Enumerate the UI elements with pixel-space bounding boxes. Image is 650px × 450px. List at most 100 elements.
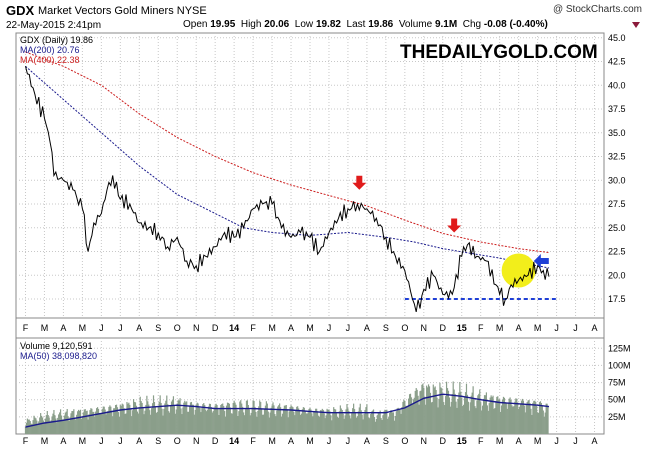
volume-bar [323,413,325,434]
volume-bar [203,403,205,434]
volume-bar [102,406,104,434]
volume-bar [541,405,543,434]
volume-bar [298,410,301,434]
volume-bar [379,410,381,434]
volume-bar [237,415,239,434]
volume-bar [474,406,476,434]
volume-bar [547,406,549,434]
volume-bar [103,406,105,434]
volume-bar [537,412,540,434]
volume-bar [168,411,170,434]
volume-bar [494,407,496,434]
volume-bar [59,412,61,434]
volume-bar [318,416,321,434]
volume-bar [188,411,190,434]
volume-bar [127,403,129,434]
volume-bar [332,413,334,434]
volume-bar [24,426,27,434]
volume-bar [261,409,263,434]
volume-bar [416,389,418,434]
volume-bar [156,411,158,434]
volume-bar [420,390,422,434]
x-tick-label: M [41,323,49,333]
volume-bar [436,397,438,434]
volume-bar [307,412,309,434]
volume-bar [462,406,464,434]
volume-bar [463,396,466,434]
x-tick-label: M [534,323,542,333]
volume-bar [425,404,427,434]
volume-bar [117,412,120,434]
x-tick-label: F [23,323,29,333]
volume-bar [232,402,234,434]
quote-line: Open 19.95 High 20.06 Low 19.82 Last 19.… [183,19,548,30]
volume-bar [491,397,493,434]
volume-bar [29,421,31,434]
volume-bar [498,399,500,434]
volume-bar [509,397,511,434]
volume-bar [78,410,81,434]
volume-bar [164,403,166,434]
volume-bar [191,404,193,434]
volume-bar [121,403,123,434]
volume-bar [466,394,469,434]
dropdown-triangle-icon[interactable] [632,22,640,28]
volume-bar [246,400,249,434]
volume-bar [153,401,156,434]
volume-bar [114,408,116,434]
volume-bar [68,420,70,434]
volume-bar [136,411,138,434]
volume-bar [133,401,136,434]
volume-bar [439,382,441,434]
volume-bar [45,415,47,434]
volume-bar [524,412,526,434]
x-tick-label: J [554,323,559,333]
volume-bar [174,413,176,434]
volume-bar [365,407,367,434]
ticker-symbol: GDX [6,3,35,18]
volume-bar [313,411,315,434]
volume-bar [500,405,503,434]
volume-bar [302,407,304,434]
volume-bar [141,402,143,434]
x-tick-label-bottom: D [440,436,447,446]
volume-bar [376,415,378,434]
volume-bar [423,387,425,434]
volume-bar [262,414,265,434]
volume-bar [316,411,319,434]
volume-bar [390,410,393,434]
volume-bar [427,387,429,434]
x-tick-label-bottom: M [534,436,542,446]
volume-bar [250,412,252,434]
volume-bar [299,414,302,434]
volume-bar [229,407,231,434]
price-y-tick-label: 25.0 [608,223,626,233]
volume-bar [456,407,458,434]
volume-bar [163,408,165,434]
volume-bar [357,411,359,434]
volume-bar [43,422,46,434]
volume-bar [329,411,331,434]
volume-bar [444,405,446,434]
x-tick-label-bottom: S [383,436,389,446]
volume-bar [274,414,276,434]
x-tick-label-bottom: F [478,436,484,446]
price-y-tick-label: 17.5 [608,294,626,304]
volume-bar [353,409,356,434]
volume-bar [380,418,382,434]
volume-bar [532,402,534,434]
volume-bar [433,387,435,434]
volume-bar [528,400,530,434]
volume-bar [316,408,318,434]
volume-bar [206,409,209,434]
volume-bar [249,415,251,434]
volume-bar [526,402,528,434]
volume-bar [388,417,390,434]
volume-bar [314,411,316,434]
volume-bar [59,409,62,434]
volume-bar [429,392,432,434]
volume-bar [310,409,312,434]
volume-bar [361,414,363,434]
x-tick-label-bottom: M [268,436,276,446]
volume-bar [321,408,323,434]
